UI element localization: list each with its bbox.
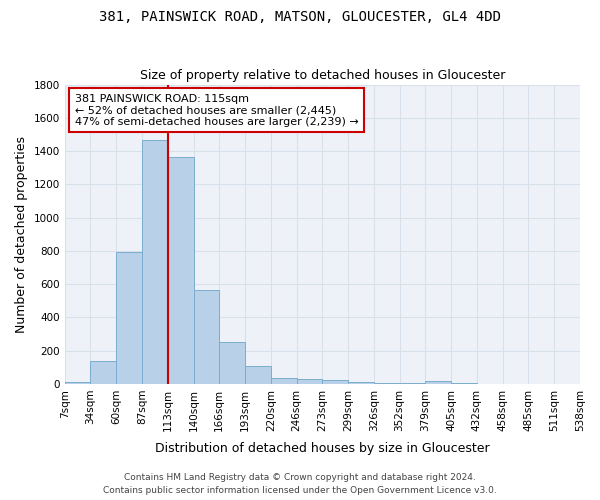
Text: Contains HM Land Registry data © Crown copyright and database right 2024.
Contai: Contains HM Land Registry data © Crown c… [103,474,497,495]
Bar [296,379,322,384]
Bar [245,366,271,384]
Text: 381, PAINSWICK ROAD, MATSON, GLOUCESTER, GL4 4DD: 381, PAINSWICK ROAD, MATSON, GLOUCESTER,… [99,10,501,24]
Y-axis label: Number of detached properties: Number of detached properties [15,136,28,332]
Bar [142,140,168,384]
Bar [348,382,374,384]
Title: Size of property relative to detached houses in Gloucester: Size of property relative to detached ho… [140,69,505,82]
X-axis label: Distribution of detached houses by size in Gloucester: Distribution of detached houses by size … [155,442,490,455]
Bar [219,342,245,384]
Bar [91,362,116,384]
Bar [168,157,193,384]
Bar [193,290,219,384]
Bar [425,380,451,384]
Bar [400,383,425,384]
Bar [271,378,296,384]
Bar [451,383,477,384]
Bar [374,383,400,384]
Bar [116,252,142,384]
Text: 381 PAINSWICK ROAD: 115sqm
← 52% of detached houses are smaller (2,445)
47% of s: 381 PAINSWICK ROAD: 115sqm ← 52% of deta… [75,94,359,126]
Bar [65,382,91,384]
Bar [322,380,348,384]
